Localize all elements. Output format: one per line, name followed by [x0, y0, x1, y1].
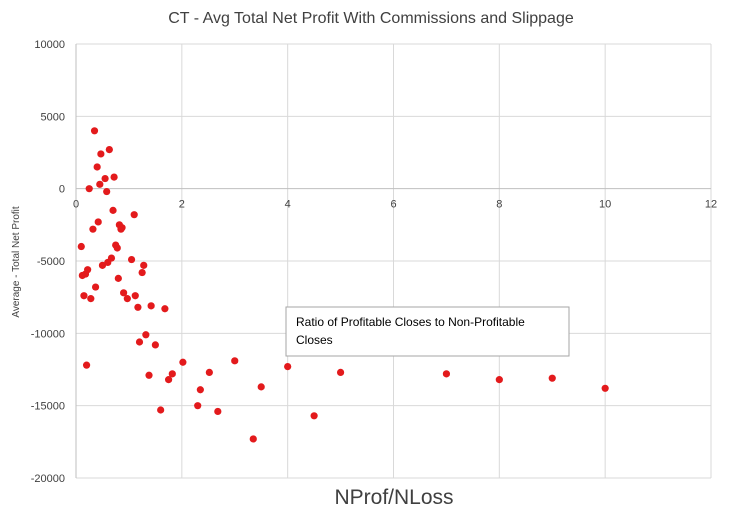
x-tick-label: 4: [285, 199, 291, 211]
data-point: [113, 244, 121, 252]
data-point: [110, 173, 118, 181]
y-tick-label: -5000: [37, 256, 65, 268]
data-point: [91, 283, 100, 291]
annotation-box: Ratio of Profitable Closes to Non-Profit…: [285, 306, 570, 357]
data-point: [548, 374, 556, 382]
data-point: [134, 303, 142, 311]
data-point: [310, 412, 318, 420]
annotation-frame: [285, 306, 570, 357]
data-point: [85, 185, 93, 193]
data-point: [140, 261, 148, 269]
data-point: [77, 242, 85, 251]
data-point: [109, 206, 117, 214]
data-point: [114, 274, 122, 282]
data-point: [442, 370, 451, 378]
annotation-line-1: Ratio of Profitable Closes to Non-Profit…: [296, 315, 525, 329]
data-point: [205, 368, 213, 376]
x-tick-label: 0: [73, 199, 79, 211]
data-point: [94, 218, 102, 226]
annotation-line-2: Closes: [296, 333, 333, 347]
data-point: [105, 146, 113, 154]
data-points: [77, 127, 609, 443]
data-point: [89, 225, 97, 233]
data-point: [151, 341, 159, 349]
y-tick-label: -15000: [31, 401, 65, 413]
y-axis-label: Average - Total Net Profit: [11, 206, 22, 318]
data-point: [130, 211, 138, 219]
y-tick-label: 0: [59, 184, 65, 196]
data-point: [196, 386, 204, 394]
axes: [75, 44, 711, 478]
x-tick-label: 10: [599, 199, 611, 211]
data-point: [97, 150, 105, 158]
y-tick-label: -20000: [31, 473, 65, 485]
data-point: [231, 357, 239, 365]
data-point: [103, 187, 111, 196]
data-point: [107, 254, 116, 262]
data-point: [142, 331, 150, 339]
tick-labels: 0 2 4 6 8 10 12 10000 5000 0 -5000 -10000 -15000 -200…: [31, 39, 717, 485]
data-point: [135, 338, 144, 346]
data-point: [179, 358, 187, 366]
data-point: [101, 174, 109, 183]
data-point: [257, 383, 265, 391]
data-point: [165, 376, 173, 384]
data-point: [138, 268, 146, 277]
data-point: [90, 127, 99, 135]
y-tick-label: -10000: [31, 328, 65, 340]
data-point: [601, 384, 609, 392]
data-point: [118, 224, 126, 232]
y-tick-label: 10000: [34, 39, 65, 51]
data-point: [123, 295, 131, 303]
data-point: [161, 305, 169, 313]
data-point: [145, 371, 153, 379]
y-tick-label: 5000: [41, 111, 65, 123]
data-point: [194, 402, 202, 410]
data-point: [214, 407, 222, 416]
chart-title: CT - Avg Total Net Profit With Commissio…: [168, 10, 574, 27]
data-point: [284, 363, 292, 371]
x-tick-label: 2: [179, 199, 185, 211]
data-point: [84, 266, 92, 274]
x-tick-label: 8: [496, 199, 502, 211]
data-point: [495, 376, 503, 384]
data-point: [147, 302, 155, 310]
x-tick-label: 6: [390, 199, 396, 211]
data-point: [87, 295, 95, 303]
x-axis-label: NProf/NLoss: [334, 486, 453, 509]
data-point: [96, 180, 104, 188]
data-point: [336, 368, 345, 376]
data-point: [168, 370, 176, 378]
data-point: [131, 292, 139, 300]
data-point: [98, 261, 107, 269]
data-point: [82, 361, 91, 369]
x-tick-label: 12: [705, 199, 717, 211]
data-point: [93, 163, 101, 171]
data-point: [80, 292, 88, 300]
data-point: [120, 289, 128, 297]
data-point: [127, 255, 136, 264]
data-point: [249, 435, 257, 443]
data-point: [157, 406, 165, 414]
